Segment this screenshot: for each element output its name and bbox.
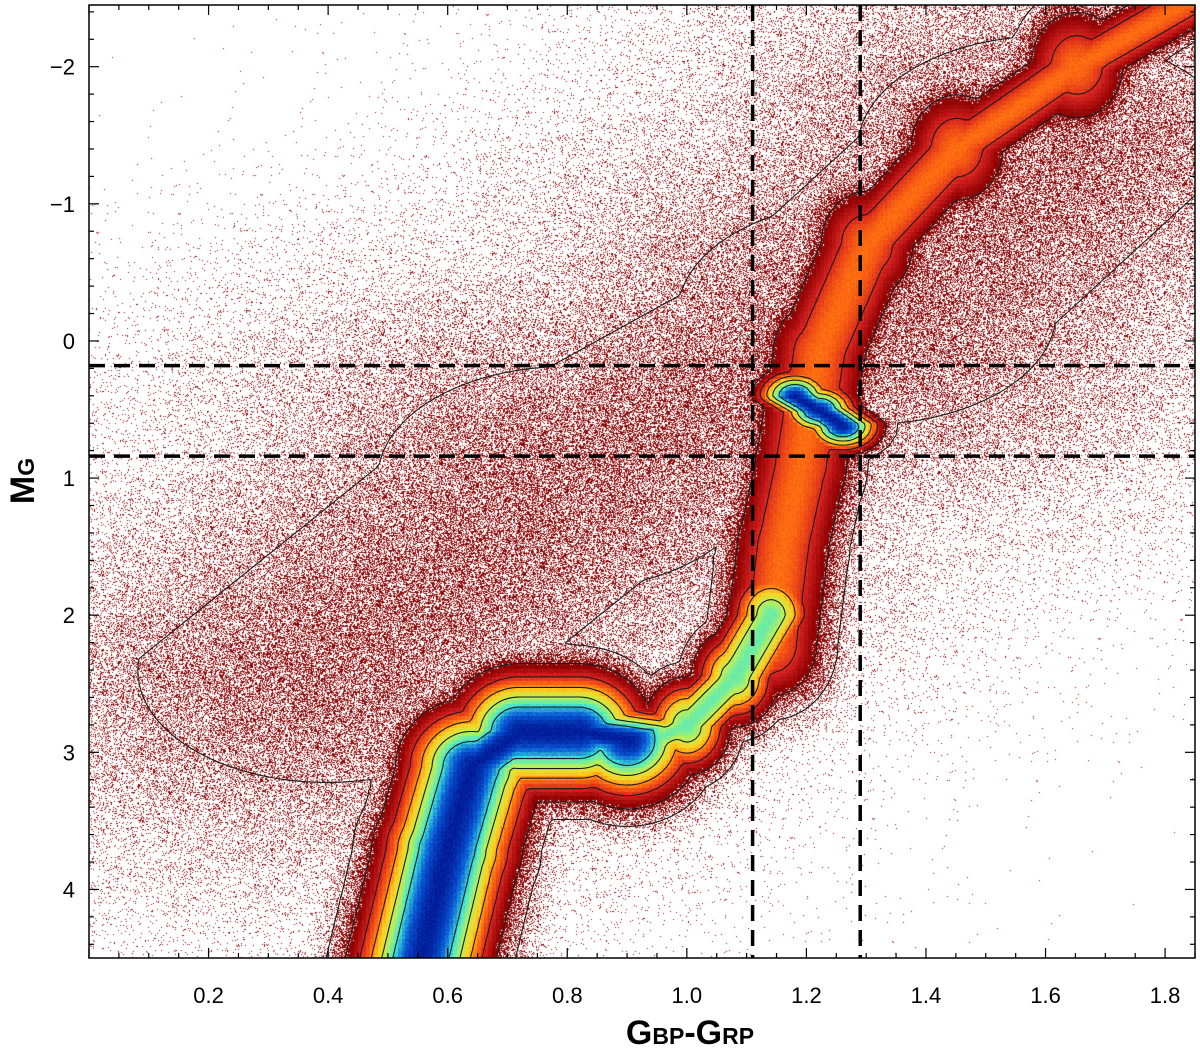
x-label-dash: -	[684, 1014, 695, 1052]
x-tick-label: 0.2	[193, 983, 224, 1008]
x-label-main2: G	[696, 1014, 722, 1052]
x-tick-label: 0.4	[313, 983, 344, 1008]
y-tick-label: 2	[63, 603, 75, 628]
y-axis-label: MG	[4, 458, 42, 504]
y-axis-tick-labels: −2 −1 0 1 2 3 4	[50, 55, 75, 903]
y-tick-label: −2	[50, 55, 75, 80]
contour-line	[381, 379, 866, 958]
y-tick-label: 4	[63, 877, 75, 902]
y-tick-label: 0	[63, 329, 75, 354]
y-axis-ticks	[89, 11, 1195, 945]
y-tick-label: 1	[63, 466, 75, 491]
y-label-main: M	[4, 476, 42, 504]
density-contours	[137, 5, 1195, 958]
x-tick-label: 0.8	[552, 983, 583, 1008]
plot-frame	[88, 4, 1196, 959]
x-tick-label: 0.6	[432, 983, 463, 1008]
contour-line	[392, 383, 860, 958]
x-axis-ticks	[88, 5, 1196, 958]
x-label-sub2: RP	[722, 1023, 754, 1049]
x-label-sub1: BP	[652, 1023, 684, 1049]
density-heatmap	[89, 5, 1195, 958]
x-tick-label: 1.8	[1150, 983, 1181, 1008]
dashed-reference-lines	[89, 5, 1195, 958]
x-axis-label: GBP-GRP	[626, 1014, 754, 1052]
contour-line	[359, 5, 1195, 958]
contour-line	[344, 5, 1195, 958]
contour-line	[370, 375, 872, 958]
y-tick-label: 3	[63, 740, 75, 765]
y-tick-label: −1	[50, 192, 75, 217]
x-tick-label: 1.0	[672, 983, 703, 1008]
x-label-main: G	[626, 1014, 652, 1052]
x-tick-label: 1.4	[911, 983, 942, 1008]
x-tick-label: 1.6	[1030, 983, 1061, 1008]
contour-line	[137, 5, 1195, 958]
x-tick-label: 1.2	[791, 983, 822, 1008]
y-label-sub: G	[13, 458, 39, 476]
x-axis-tick-labels: 0.2 0.4 0.6 0.8 1.0 1.2 1.4 1.6 1.8	[193, 983, 1180, 1008]
